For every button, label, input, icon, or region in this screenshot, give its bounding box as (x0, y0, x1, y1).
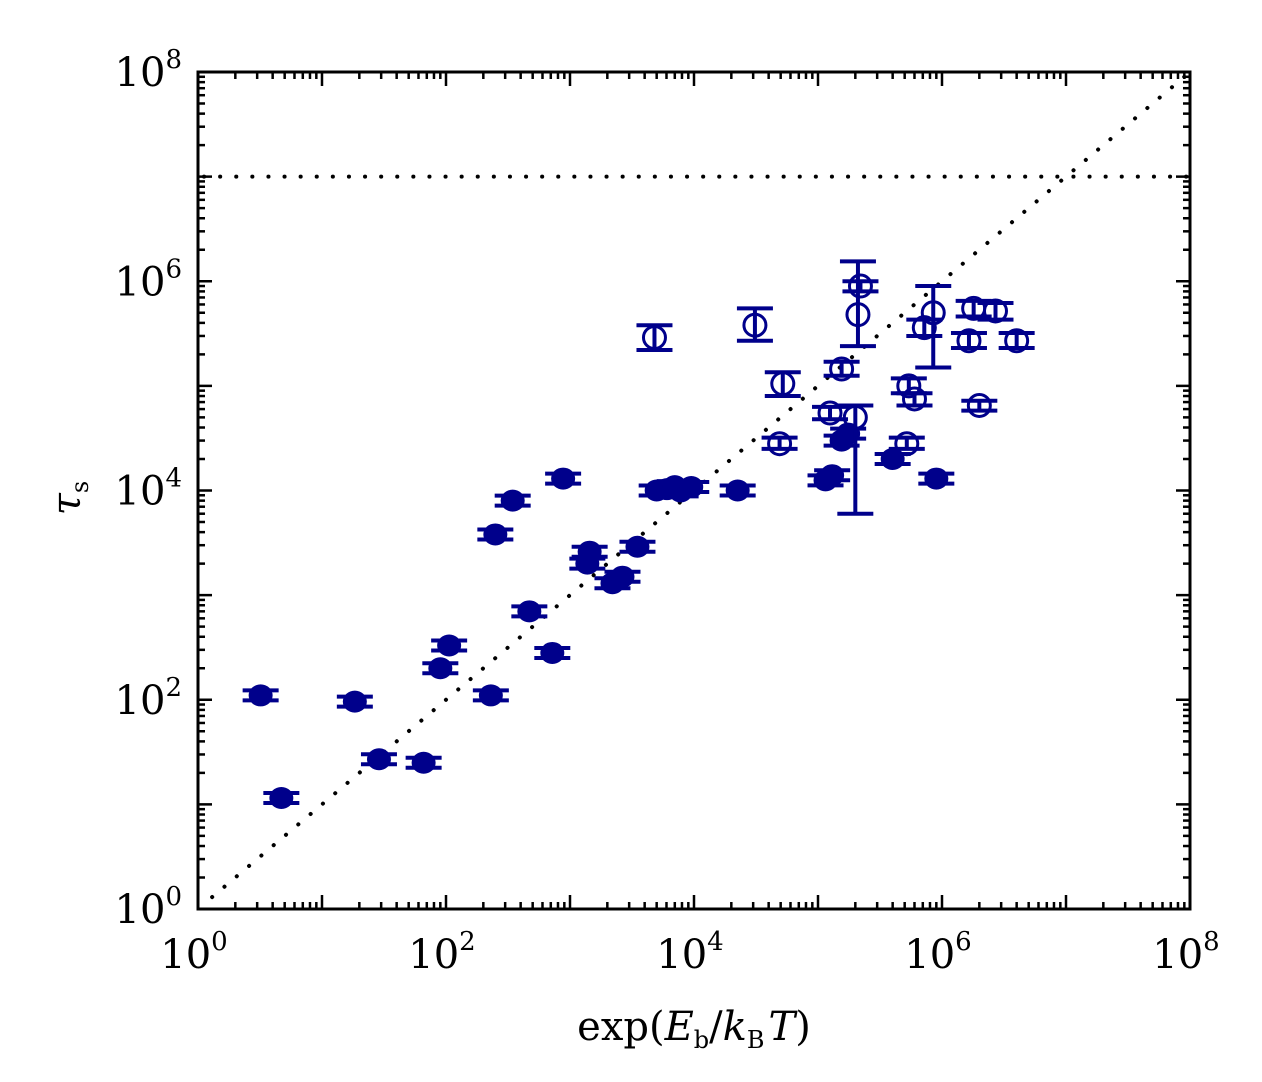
y-tick-label: 102 (115, 673, 182, 724)
x-tick-label: 100 (160, 927, 227, 978)
filled-point-5 (405, 751, 442, 774)
open-point-12 (896, 386, 933, 412)
open-point-2 (736, 306, 773, 343)
open-point-3 (761, 431, 798, 457)
open-point-9 (842, 273, 879, 299)
open-point-15 (950, 328, 987, 354)
y-axis-label: τs (44, 481, 94, 515)
x-tick-label: 104 (656, 927, 723, 978)
y-tick-label: 104 (115, 464, 182, 515)
filled-point-1 (242, 684, 279, 707)
y-tick-label: 108 (115, 45, 182, 96)
filled-point-10 (494, 489, 531, 512)
filled-point-4 (360, 748, 397, 771)
plot-frame (196, 70, 1192, 911)
filled-point-17 (604, 565, 641, 588)
open-point-7 (837, 403, 874, 516)
open-point-10 (888, 431, 925, 457)
x-axis-label: exp(Eb/kB T) (577, 1004, 811, 1054)
filled-point-12 (534, 641, 571, 664)
filled-point-24 (719, 479, 756, 502)
x-tick-label: 106 (904, 927, 971, 978)
filled-point-3 (336, 690, 373, 713)
filled-point-8 (472, 684, 509, 707)
filled-point-9 (477, 523, 514, 546)
open-point-6 (823, 356, 860, 382)
filled-point-30 (918, 467, 955, 490)
open-point-4 (764, 370, 801, 399)
filled-point-23 (673, 476, 710, 499)
filled-point-18 (619, 535, 656, 558)
filled-point-6 (422, 657, 459, 680)
open-point-1 (636, 323, 673, 353)
data-markers (242, 259, 1035, 810)
filled-point-26 (814, 464, 851, 487)
filled-point-13 (545, 467, 582, 490)
filled-point-2 (263, 787, 300, 810)
x-tick-label: 102 (408, 927, 475, 978)
open-point-18 (977, 298, 1014, 324)
filled-point-29 (874, 448, 911, 471)
tick-labels: 100 102 104 106 108 100 102 104 106 108 (115, 45, 1220, 978)
x-tick-label: 108 (1152, 927, 1219, 978)
open-point-19 (998, 328, 1035, 354)
y-tick-label: 106 (115, 254, 182, 305)
filled-point-7 (431, 634, 468, 657)
reference-lines (202, 70, 1192, 900)
open-point-17 (961, 392, 998, 418)
open-point-14 (915, 284, 952, 370)
filled-point-15 (571, 540, 608, 563)
filled-point-11 (511, 600, 548, 623)
y-tick-label: 100 (115, 882, 182, 933)
